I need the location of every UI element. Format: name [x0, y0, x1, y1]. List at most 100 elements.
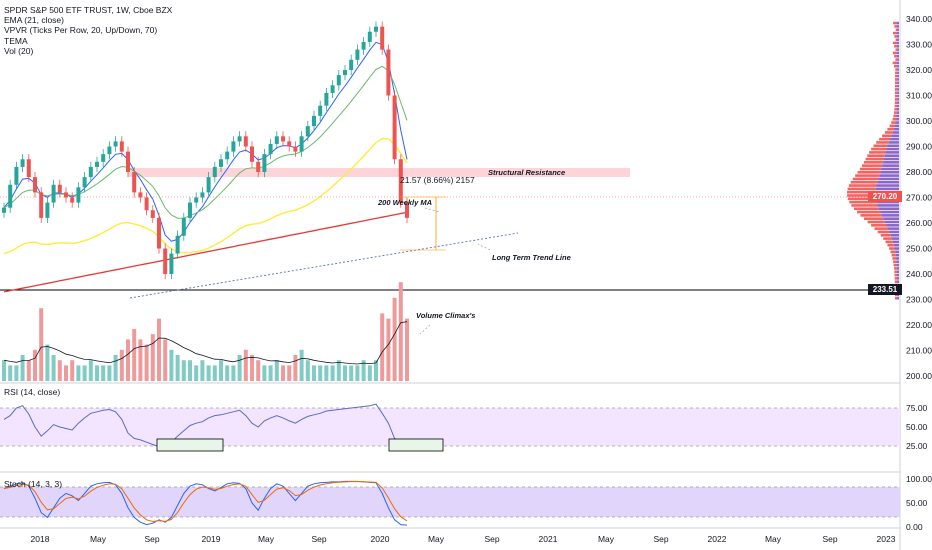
- time-tick-label: Sep: [822, 534, 837, 544]
- price-tick-label: 260.00: [906, 218, 932, 228]
- vpvr-legend[interactable]: VPVR (Ticks Per Row, 20, Up/Down, 70): [4, 25, 158, 36]
- vpvr-row-up: [883, 157, 899, 161]
- vpvr-row-down: [847, 190, 876, 194]
- volume-bar: [361, 360, 366, 381]
- vpvr-row-up: [880, 210, 899, 214]
- vpvr-row-up: [896, 54, 899, 58]
- vpvr-row-up: [896, 35, 899, 38]
- vpvr-row-down: [879, 137, 891, 141]
- vpvr-row-down: [894, 296, 898, 300]
- vpvr-row-up: [887, 227, 899, 230]
- vpvr-row-up: [897, 88, 899, 91]
- vpvr-row-up: [894, 247, 899, 250]
- candle-body: [175, 235, 180, 254]
- price-tick-label: 200.00: [906, 371, 932, 381]
- volume-bar: [39, 308, 44, 381]
- volume-ma-line: [3, 321, 408, 365]
- rsi-pane-label: RSI (14, close): [4, 387, 60, 397]
- vpvr-row-up: [897, 71, 899, 75]
- vpvr-row-down: [869, 151, 886, 154]
- vpvr-row-up: [896, 107, 899, 111]
- candle-body: [405, 202, 409, 218]
- candle-body: [262, 154, 267, 172]
- time-tick-label: Sep: [484, 534, 499, 544]
- time-tick-label: May: [428, 534, 445, 544]
- vpvr-row-up: [896, 45, 899, 48]
- vpvr-row-up: [896, 64, 899, 68]
- vpvr-row-up: [897, 277, 899, 280]
- ma-200-line: [3, 211, 408, 293]
- candle-body: [33, 177, 37, 193]
- candle-body: [318, 105, 323, 116]
- candle-body: [237, 136, 242, 142]
- vpvr-row-down: [890, 250, 896, 254]
- candle-body: [26, 159, 31, 178]
- volume-bar: [200, 360, 205, 381]
- candle-body: [355, 49, 360, 60]
- candle-body: [380, 26, 385, 50]
- vpvr-row-up: [896, 111, 899, 114]
- volume-bar: [312, 365, 316, 381]
- tema-legend[interactable]: TEMA: [4, 35, 28, 46]
- vpvr-row-up: [897, 81, 899, 85]
- candles: [2, 21, 409, 280]
- vpvr-row-down: [862, 164, 883, 167]
- candle-body: [107, 146, 112, 155]
- candle-body: [231, 141, 236, 152]
- vpvr-row-down: [892, 61, 897, 65]
- vpvr-row-down: [854, 207, 879, 211]
- time-tick-label: May: [258, 534, 275, 544]
- volume-bar: [299, 349, 304, 381]
- volume-bar: [330, 365, 335, 381]
- ema-legend[interactable]: EMA (21, close): [4, 15, 64, 26]
- vpvr-row-up: [896, 273, 899, 277]
- vpvr-row-up: [892, 240, 899, 244]
- price-axis: 340.00 330.00 320.00 310.00 300.00 290.00 280.…: [906, 14, 932, 381]
- vpvr-row-down: [895, 48, 898, 51]
- trend-line-label: Long Term Trend Line: [492, 253, 571, 262]
- vpvr-row-down: [880, 233, 891, 237]
- candle-body: [219, 159, 223, 167]
- vpvr-row-down: [894, 94, 898, 98]
- vpvr-row-down: [894, 267, 897, 270]
- vpvr-row-down: [892, 51, 897, 55]
- time-tick-label: 2018: [31, 534, 50, 544]
- vol-legend[interactable]: Vol (20): [4, 45, 34, 56]
- vpvr-row-down: [894, 273, 897, 277]
- vpvr-row-down: [893, 263, 897, 267]
- vpvr-row-down: [855, 174, 880, 177]
- candle-body: [305, 126, 310, 137]
- vpvr-row-down: [894, 71, 898, 75]
- volume-bar: [45, 344, 50, 381]
- volume-bar: [33, 349, 37, 381]
- volume-bar: [274, 360, 279, 381]
- vpvr-row-up: [897, 101, 899, 104]
- volume-bar: [2, 360, 6, 381]
- volume-bar: [70, 360, 75, 381]
- vpvr-row-down: [894, 54, 897, 58]
- price-tick-label: 340.00: [906, 14, 932, 24]
- vpvr-row-up: [894, 124, 899, 128]
- price-tick-label: 270.00: [906, 193, 932, 203]
- candle-body: [144, 197, 149, 211]
- volume-bar: [51, 355, 56, 381]
- vpvr-row-down: [894, 280, 898, 283]
- vpvr-row-down: [871, 224, 887, 227]
- candle-body: [225, 151, 230, 160]
- volume-bar: [206, 365, 211, 381]
- vpvr-row-down: [894, 81, 898, 85]
- candle-body: [157, 217, 161, 249]
- vpvr-row-down: [874, 227, 888, 230]
- volume-bar: [268, 365, 273, 381]
- vpvr-row-up: [896, 41, 899, 45]
- vpvr-row-up: [881, 214, 899, 217]
- vpvr-row-up: [896, 270, 899, 274]
- time-tick-label: 2022: [708, 534, 727, 544]
- candle-body: [268, 143, 273, 155]
- line-price-tag: 233.51: [868, 284, 902, 295]
- candle-body: [299, 136, 304, 152]
- vpvr-row-up: [897, 48, 899, 51]
- vpvr-row-down: [865, 157, 884, 161]
- volume-bar: [343, 365, 347, 381]
